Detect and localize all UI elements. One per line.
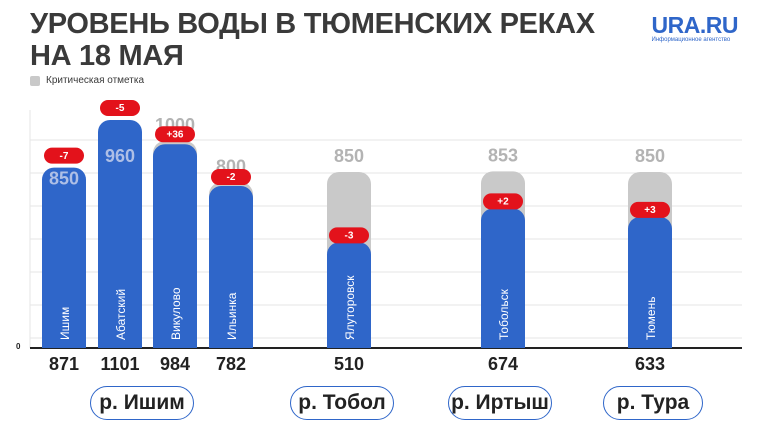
change-badge: [329, 227, 369, 244]
legend-critical-swatch: [30, 75, 40, 86]
change-badge: [211, 169, 251, 186]
level-bar-base: [628, 336, 672, 348]
critical-value-label: 960: [105, 146, 135, 166]
category-label: Абатский: [114, 289, 128, 340]
change-badge-label: +36: [167, 129, 184, 140]
level-value-label: 984: [160, 354, 190, 374]
category-label: Ишим: [58, 307, 72, 340]
category-label: Викулово: [169, 287, 183, 340]
change-badge: [44, 147, 84, 164]
change-badge-label: -2: [227, 172, 236, 183]
change-badge: [630, 201, 670, 218]
level-bar-base: [481, 336, 525, 348]
category-label: Тобольск: [497, 288, 511, 340]
chart-title-line-2: НА 18 МАЯ: [30, 40, 184, 72]
level-bar: [481, 208, 525, 348]
level-bar: [153, 144, 197, 348]
category-label: Ялуторовск: [343, 275, 357, 340]
ura-logo: URA.RU Информационное агентство: [651, 12, 739, 44]
level-value-label: 510: [334, 354, 364, 374]
chart-title-line-1: УРОВЕНЬ ВОДЫ В ТЮМЕНСКИХ РЕКАХ: [30, 8, 595, 40]
river-group-pill: р. Тура: [603, 386, 703, 420]
level-bar-base: [42, 336, 86, 348]
legend: Критическая отметка: [30, 75, 144, 86]
y-axis-tick-0: 0: [16, 342, 21, 351]
legend-critical-label: Критическая отметка: [46, 75, 145, 86]
change-badge-label: -5: [116, 103, 125, 114]
category-label: Тюмень: [644, 297, 658, 340]
change-badge-label: +3: [644, 205, 656, 216]
chart-title: УРОВЕНЬ ВОДЫ В ТЮМЕНСКИХ РЕКАХ НА 18 МАЯ: [30, 8, 595, 72]
change-badge-label: -7: [60, 151, 69, 162]
level-bar: [327, 242, 371, 348]
river-group-pill: р. Ишим: [90, 386, 194, 420]
river-group-pill: р. Тобол: [290, 386, 394, 420]
critical-value-label: 853: [488, 145, 518, 165]
critical-value-label: 850: [635, 146, 665, 166]
level-bar-base: [209, 336, 253, 348]
change-badge: [483, 193, 523, 210]
category-label: Ильинка: [225, 292, 239, 340]
critical-value-label: 850: [334, 146, 364, 166]
change-badge-label: +2: [497, 197, 509, 208]
level-bar: [628, 216, 672, 348]
river-group-pill: р. Иртыш: [448, 386, 552, 420]
change-badge: [155, 126, 195, 143]
logo-wordmark: URA.RU: [651, 12, 739, 38]
level-value-label: 1101: [100, 354, 139, 374]
level-value-label: 633: [635, 354, 665, 374]
logo-tagline: Информационное агентство: [651, 37, 731, 43]
critical-value-label: 850: [49, 169, 79, 189]
change-badge-label: -3: [345, 231, 354, 242]
level-bar: [209, 186, 253, 348]
change-badge: [100, 100, 140, 116]
level-value-label: 674: [488, 354, 518, 374]
level-value-label: 782: [216, 354, 246, 374]
level-bar: [98, 120, 142, 348]
level-bar: [42, 167, 86, 348]
level-bar-base: [327, 336, 371, 348]
level-bar-base: [153, 336, 197, 348]
level-value-label: 871: [49, 354, 79, 374]
level-bar-base: [98, 336, 142, 348]
